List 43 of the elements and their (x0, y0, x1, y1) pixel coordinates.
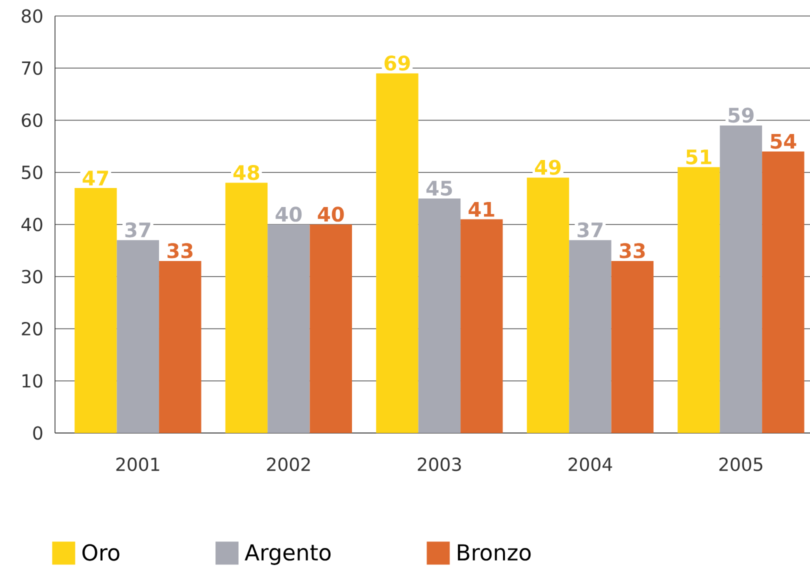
x-tick-label: 2005 (719, 458, 762, 472)
data-label: 37 (125, 222, 150, 238)
bar (678, 167, 720, 433)
legend-label: Argento (244, 544, 331, 565)
data-label: 40 (318, 206, 344, 222)
y-tick-label: 60 (22, 113, 42, 128)
legend-label: Bronzo (458, 544, 531, 561)
data-label: 51 (686, 150, 712, 164)
bar (225, 182, 268, 433)
data-label: 54 (770, 134, 796, 149)
data-label: 48 (233, 164, 260, 180)
data-label: 45 (426, 180, 452, 196)
data-label: 40 (276, 206, 302, 222)
x-tick-label: 2003 (418, 458, 461, 472)
y-tick-label: 10 (22, 374, 42, 388)
data-label: 41 (468, 202, 494, 217)
y-tick-label: 50 (22, 166, 42, 180)
bar (310, 224, 352, 433)
legend-label: Oro (82, 544, 120, 561)
y-tick-label: 20 (22, 322, 42, 336)
bar (268, 224, 310, 433)
x-tick-label: 2001 (116, 458, 160, 472)
bar (569, 240, 612, 433)
bar (116, 240, 160, 433)
bar (74, 188, 117, 433)
bar (376, 73, 418, 433)
data-label: 33 (620, 243, 645, 258)
y-tick-label: 40 (21, 218, 42, 232)
data-label: 47 (82, 170, 108, 186)
data-label: 37 (578, 222, 603, 238)
bar (762, 152, 804, 433)
data-label: 69 (384, 56, 410, 71)
y-tick-label: 0 (33, 426, 42, 440)
data-label: 59 (728, 108, 754, 123)
y-tick-label: 30 (22, 270, 42, 284)
data-label: 33 (168, 243, 192, 258)
data-label: 49 (534, 160, 561, 175)
bar (720, 125, 762, 433)
y-tick-label: 80 (22, 9, 42, 23)
y-tick-label: 70 (22, 61, 42, 75)
bar (526, 178, 570, 433)
x-tick-label: 2002 (267, 458, 310, 472)
x-tick-label: 2004 (568, 458, 612, 472)
